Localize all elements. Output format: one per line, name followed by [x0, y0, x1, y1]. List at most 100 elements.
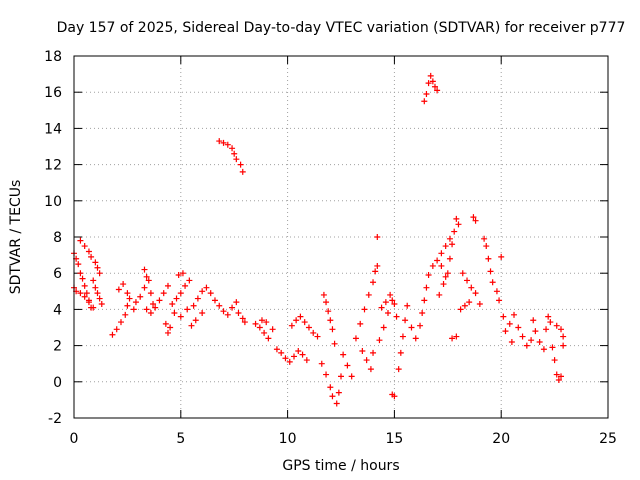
x-tick-label: 0 [70, 431, 79, 447]
data-point [211, 297, 218, 304]
data-point [423, 284, 430, 291]
data-point [94, 264, 101, 271]
data-point [85, 248, 92, 255]
data-point [192, 317, 199, 324]
data-point [421, 297, 428, 304]
data-point [335, 389, 342, 396]
data-point [502, 328, 509, 335]
data-point [551, 357, 558, 364]
data-point [229, 145, 236, 152]
data-point [472, 217, 479, 224]
data-point [303, 357, 310, 364]
data-point [252, 320, 259, 327]
data-point [434, 257, 441, 264]
data-point [323, 299, 330, 306]
data-point [132, 299, 139, 306]
x-axis-label: GPS time / hours [282, 458, 399, 474]
data-point [496, 297, 503, 304]
data-point [286, 358, 293, 365]
data-point [449, 241, 456, 248]
data-point [137, 293, 144, 300]
x-tick-label: 25 [599, 431, 617, 447]
data-point [320, 291, 327, 298]
data-point [464, 277, 471, 284]
data-point [216, 302, 223, 309]
data-point [186, 277, 193, 284]
y-axis-label: SDTVAR / TECUs [8, 180, 24, 295]
data-point [387, 291, 394, 298]
chart-title: Day 157 of 2025, Sidereal Day-to-day VTE… [57, 20, 626, 36]
data-point [143, 273, 150, 280]
data-point [382, 299, 389, 306]
data-point [519, 333, 526, 340]
data-point [147, 290, 154, 297]
data-point [90, 277, 97, 284]
data-point [451, 228, 458, 235]
data-point [549, 344, 556, 351]
data-point [295, 348, 302, 355]
data-point [237, 161, 244, 168]
data-point [352, 335, 359, 342]
data-point [90, 304, 97, 311]
data-point [115, 286, 122, 293]
data-point [256, 324, 263, 331]
data-point [92, 259, 99, 266]
data-point [449, 335, 456, 342]
data-point [532, 328, 539, 335]
data-point [179, 270, 186, 277]
data-point [224, 311, 231, 318]
data-point [143, 306, 150, 313]
data-point [344, 362, 351, 369]
data-point [233, 156, 240, 163]
data-point [77, 290, 84, 297]
data-point [278, 349, 285, 356]
data-point [553, 371, 560, 378]
data-point [329, 326, 336, 333]
data-point [150, 300, 157, 307]
data-point [305, 324, 312, 331]
data-point [431, 83, 438, 90]
data-point [446, 235, 453, 242]
data-point [393, 313, 400, 320]
data-point [145, 277, 152, 284]
data-point [173, 295, 180, 302]
y-tick-label: 8 [53, 230, 62, 246]
data-point [333, 400, 340, 407]
data-point [239, 168, 246, 175]
data-point [291, 353, 298, 360]
data-point [113, 326, 120, 333]
x-tick-labels: 0 5 10 15 20 25 [70, 431, 617, 447]
data-point [442, 273, 449, 280]
data-point [220, 308, 227, 315]
data-point [466, 299, 473, 306]
data-point [389, 297, 396, 304]
data-point [188, 322, 195, 329]
data-point [81, 293, 88, 300]
data-point [438, 262, 445, 269]
data-point [184, 306, 191, 313]
data-point [327, 384, 334, 391]
y-tick-label: 12 [44, 158, 62, 174]
data-point [235, 310, 242, 317]
data-point [301, 319, 308, 326]
data-point [453, 333, 460, 340]
data-point [160, 290, 167, 297]
data-point [429, 78, 436, 85]
data-point [391, 393, 398, 400]
data-point [370, 279, 377, 286]
data-point [273, 346, 280, 353]
data-point [498, 253, 505, 260]
data-point [207, 290, 214, 297]
data-point [468, 284, 475, 291]
data-point [81, 282, 88, 289]
data-point [323, 371, 330, 378]
data-point [528, 337, 535, 344]
data-point [288, 322, 295, 329]
data-point [164, 282, 171, 289]
data-point [489, 279, 496, 286]
data-point [540, 346, 547, 353]
x-tick-label: 10 [279, 431, 297, 447]
data-point [126, 295, 133, 302]
